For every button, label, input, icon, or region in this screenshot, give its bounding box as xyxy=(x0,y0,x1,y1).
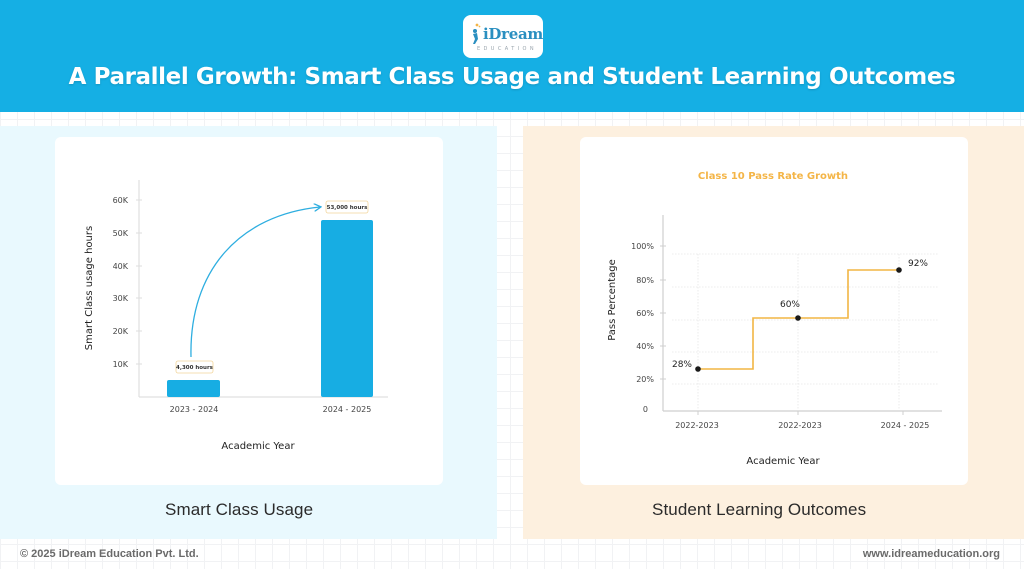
svg-text:60%: 60% xyxy=(780,300,800,310)
svg-text:100%: 100% xyxy=(631,242,654,251)
svg-text:30K: 30K xyxy=(113,294,129,303)
pass-rate-chart-card xyxy=(580,137,968,485)
bar-2024-2025 xyxy=(321,220,373,397)
page-title: A Parallel Growth: Smart Class Usage and… xyxy=(68,64,956,90)
svg-text:80%: 80% xyxy=(636,276,654,285)
svg-text:40K: 40K xyxy=(113,262,129,271)
data-point xyxy=(896,267,902,273)
svg-text:28%: 28% xyxy=(672,360,692,370)
svg-text:53,000 hours: 53,000 hours xyxy=(327,205,368,211)
idream-logo: iDream EDUCATION xyxy=(463,15,543,58)
logo-name: iDream xyxy=(483,25,543,43)
smart-class-chart-card xyxy=(55,137,443,485)
copyright-text: © 2025 iDream Education Pvt. Ltd. xyxy=(20,548,199,560)
callout-53000: 53,000 hours xyxy=(325,200,369,214)
svg-text:40%: 40% xyxy=(636,342,654,351)
website-link[interactable]: www.idreameducation.org xyxy=(862,548,1000,560)
svg-text:10K: 10K xyxy=(113,360,129,369)
svg-text:0: 0 xyxy=(643,405,648,414)
svg-text:2023 - 2024: 2023 - 2024 xyxy=(170,405,219,414)
learning-outcomes-caption: Student Learning Outcomes xyxy=(652,500,867,519)
svg-text:60K: 60K xyxy=(113,196,129,205)
callout-4300: 4,300 hours xyxy=(175,360,214,374)
y-ticks: 60K 50K 40K 30K 20K 10K xyxy=(113,196,142,369)
svg-text:20%: 20% xyxy=(636,375,654,384)
svg-text:92%: 92% xyxy=(908,259,928,269)
smart-class-caption: Smart Class Usage xyxy=(165,500,314,519)
data-point xyxy=(795,315,801,321)
logo-subtitle: EDUCATION xyxy=(477,46,537,52)
svg-text:2024 - 2025: 2024 - 2025 xyxy=(881,421,930,430)
grid xyxy=(672,253,938,410)
growth-arrow-icon xyxy=(190,207,320,358)
data-point xyxy=(695,366,701,372)
x-axis-title: Academic Year xyxy=(746,456,820,467)
y-axis-title: Smart Class usage hours xyxy=(84,226,95,350)
svg-text:2022-2023: 2022-2023 xyxy=(675,421,719,430)
y-axis-title: Pass Percentage xyxy=(607,259,618,341)
svg-text:60%: 60% xyxy=(636,309,654,318)
svg-text:2024 - 2025: 2024 - 2025 xyxy=(323,405,372,414)
x-axis-title: Academic Year xyxy=(221,441,295,452)
svg-text:4,300 hours: 4,300 hours xyxy=(176,365,214,371)
svg-text:20K: 20K xyxy=(113,327,129,336)
chart-title: Class 10 Pass Rate Growth xyxy=(698,171,848,182)
svg-text:50K: 50K xyxy=(113,229,129,238)
child-reading-icon xyxy=(473,23,481,44)
svg-text:2022-2023: 2022-2023 xyxy=(778,421,822,430)
bar-2023-2024 xyxy=(167,380,220,397)
